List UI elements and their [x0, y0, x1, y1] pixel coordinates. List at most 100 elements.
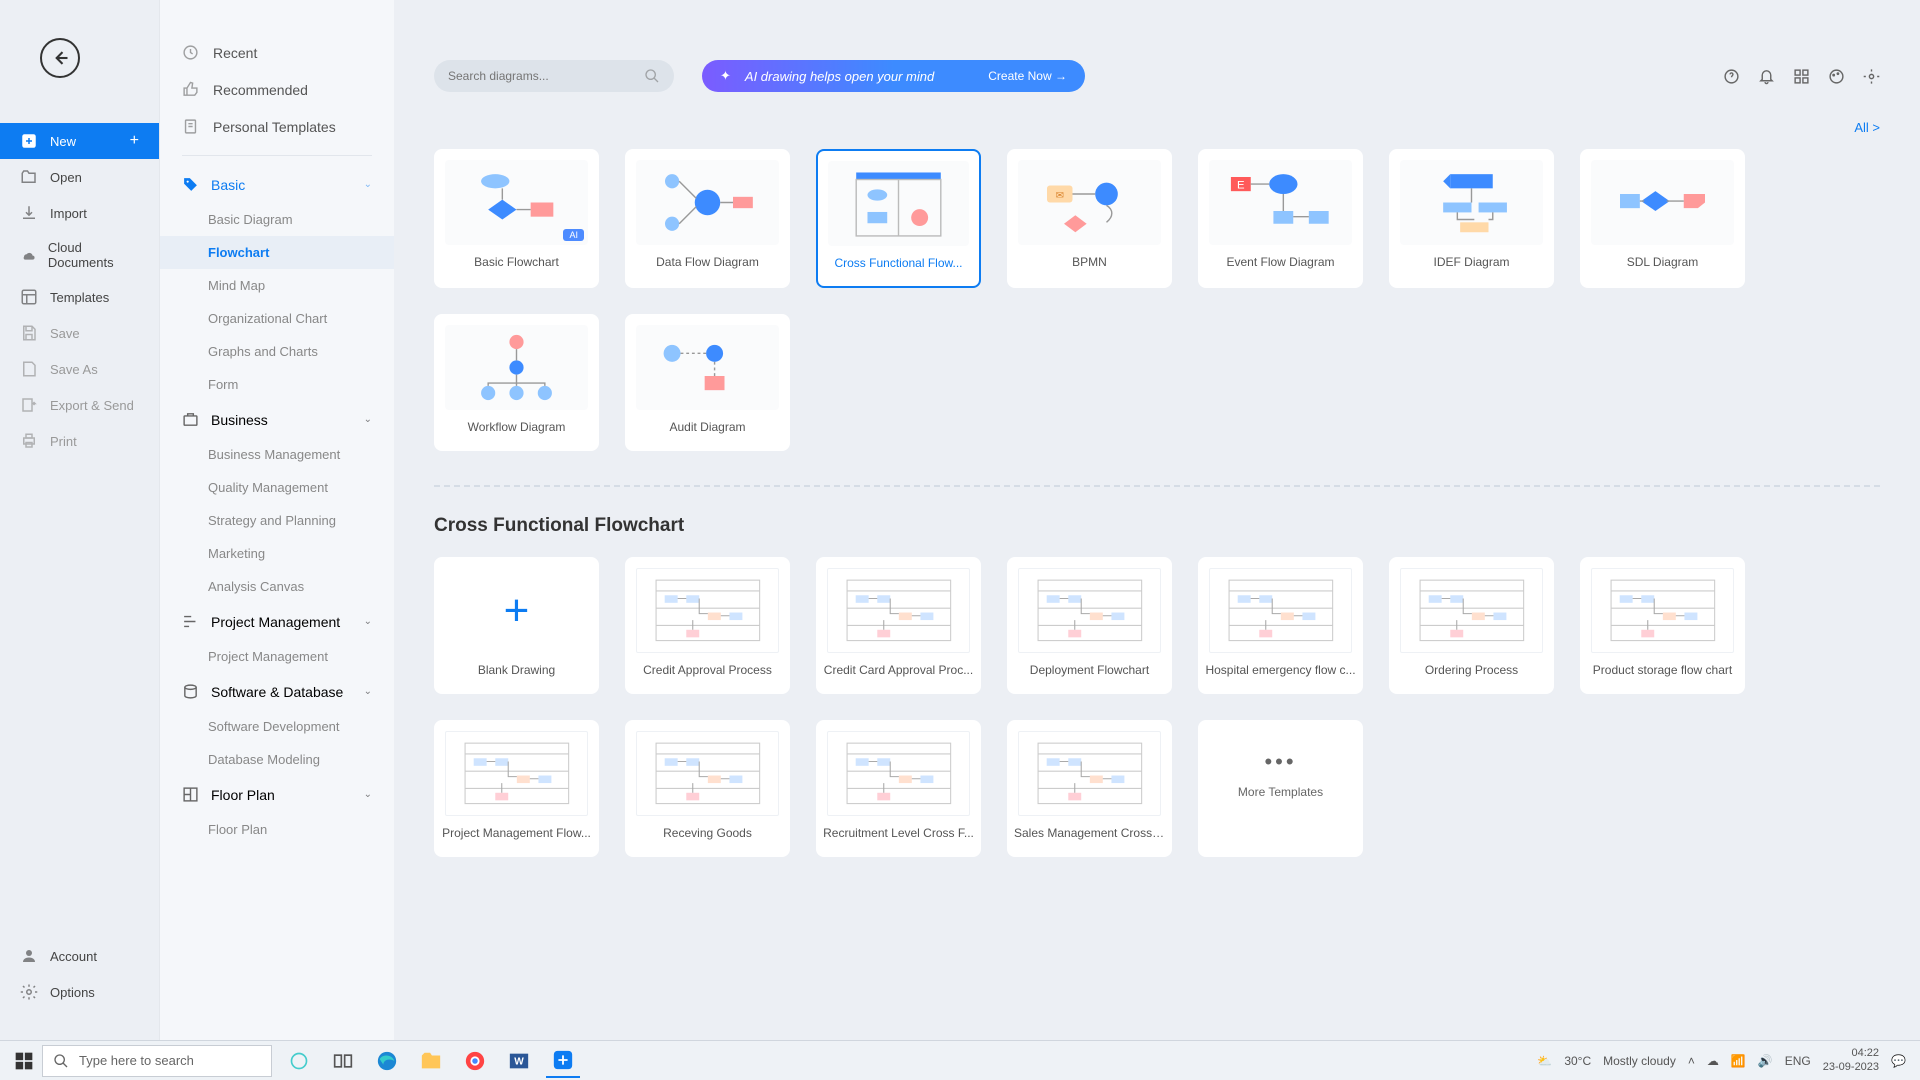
nav-options-label: Options: [50, 985, 95, 1000]
taskbar-app-explorer[interactable]: [414, 1044, 448, 1078]
more-templates-card[interactable]: •••More Templates: [1198, 720, 1363, 857]
thumbnail: [827, 731, 970, 816]
nav-options[interactable]: Options: [0, 974, 159, 1010]
sub-form[interactable]: Form: [160, 368, 394, 401]
cat-floor-label: Floor Plan: [211, 787, 275, 803]
sub-flowchart[interactable]: Flowchart: [160, 236, 394, 269]
sub-basic-diagram[interactable]: Basic Diagram: [160, 203, 394, 236]
cat-basic[interactable]: Basic ⌄: [160, 166, 394, 203]
taskbar-app-edge[interactable]: [370, 1044, 404, 1078]
template-card[interactable]: Receving Goods: [625, 720, 790, 857]
sub-swdev[interactable]: Software Development: [160, 710, 394, 743]
template-card[interactable]: Ordering Process: [1389, 557, 1554, 694]
cat-pm[interactable]: Project Management ⌄: [160, 603, 394, 640]
template-card[interactable]: Recruitment Level Cross F...: [816, 720, 981, 857]
sub-quality[interactable]: Quality Management: [160, 471, 394, 504]
nav-print-label: Print: [50, 434, 77, 449]
sub-marketing[interactable]: Marketing: [160, 537, 394, 570]
card-label: Workflow Diagram: [435, 420, 598, 434]
sub-db[interactable]: Database Modeling: [160, 743, 394, 776]
svg-text:✉: ✉: [1056, 190, 1064, 201]
diagram-type-card[interactable]: SDL Diagram: [1580, 149, 1745, 288]
diagram-type-card[interactable]: Workflow Diagram: [434, 314, 599, 451]
cat-recent[interactable]: Recent: [160, 34, 394, 71]
tray-notifications-icon[interactable]: 💬: [1891, 1054, 1906, 1068]
taskbar-app-edraw[interactable]: [546, 1044, 580, 1078]
tray-volume-icon[interactable]: 🔊: [1758, 1054, 1773, 1068]
main-content: ✦ AI drawing helps open your mind Create…: [394, 0, 1920, 1080]
card-label: Credit Approval Process: [626, 663, 789, 677]
nav-save[interactable]: Save: [0, 315, 159, 351]
cat-recommended[interactable]: Recommended: [160, 71, 394, 108]
nav-saveas[interactable]: Save As: [0, 351, 159, 387]
template-card[interactable]: Hospital emergency flow c...: [1198, 557, 1363, 694]
templates-icon: [20, 288, 38, 306]
nav-account[interactable]: Account: [0, 938, 159, 974]
search-box[interactable]: [434, 60, 674, 92]
taskbar-app-word[interactable]: W: [502, 1044, 536, 1078]
weather-icon[interactable]: ⛅: [1537, 1054, 1552, 1068]
taskbar-app-chrome[interactable]: [458, 1044, 492, 1078]
sub-org-chart[interactable]: Organizational Chart: [160, 302, 394, 335]
template-card[interactable]: Deployment Flowchart: [1007, 557, 1172, 694]
nav-cloud[interactable]: Cloud Documents: [0, 231, 159, 279]
cat-personal[interactable]: Personal Templates: [160, 108, 394, 145]
sub-pm[interactable]: Project Management: [160, 640, 394, 673]
palette-icon[interactable]: [1828, 68, 1845, 85]
nav-open[interactable]: Open: [0, 159, 159, 195]
floorplan-icon: [182, 786, 199, 803]
ai-banner[interactable]: ✦ AI drawing helps open your mind Create…: [702, 60, 1085, 92]
nav-templates[interactable]: Templates: [0, 279, 159, 315]
sub-analysis[interactable]: Analysis Canvas: [160, 570, 394, 603]
diagram-type-card[interactable]: Data Flow Diagram: [625, 149, 790, 288]
back-button[interactable]: [40, 38, 80, 78]
tray-onedrive-icon[interactable]: ☁: [1707, 1054, 1719, 1068]
all-link[interactable]: All >: [434, 120, 1880, 135]
thumbnail: [445, 325, 588, 410]
separator: [182, 155, 372, 156]
search-input[interactable]: [448, 69, 644, 83]
diagram-type-card[interactable]: Cross Functional Flow...: [816, 149, 981, 288]
nav-import[interactable]: Import: [0, 195, 159, 231]
blank-drawing-card[interactable]: +Blank Drawing: [434, 557, 599, 694]
taskbar-app-cortana[interactable]: [282, 1044, 316, 1078]
template-card[interactable]: Credit Approval Process: [625, 557, 790, 694]
start-button[interactable]: [14, 1051, 34, 1071]
nav-print[interactable]: Print: [0, 423, 159, 459]
template-card[interactable]: Project Management Flow...: [434, 720, 599, 857]
diagram-type-card[interactable]: Audit Diagram: [625, 314, 790, 451]
cat-floor[interactable]: Floor Plan ⌄: [160, 776, 394, 813]
top-bar: ✦ AI drawing helps open your mind Create…: [434, 60, 1880, 92]
settings-icon[interactable]: [1863, 68, 1880, 85]
sub-floor[interactable]: Floor Plan: [160, 813, 394, 846]
tray-chevron-icon[interactable]: ˄: [1688, 1054, 1695, 1068]
tray-language[interactable]: ENG: [1785, 1054, 1811, 1068]
sub-graphs[interactable]: Graphs and Charts: [160, 335, 394, 368]
bell-icon[interactable]: [1758, 68, 1775, 85]
template-card[interactable]: Credit Card Approval Proc...: [816, 557, 981, 694]
sub-mindmap[interactable]: Mind Map: [160, 269, 394, 302]
taskbar-search[interactable]: Type here to search: [42, 1045, 272, 1077]
plus-square-icon: [20, 132, 38, 150]
template-card[interactable]: Sales Management Crossf...: [1007, 720, 1172, 857]
diagram-type-card[interactable]: ✉BPMN: [1007, 149, 1172, 288]
diagram-type-card[interactable]: EEvent Flow Diagram: [1198, 149, 1363, 288]
taskbar-app-taskview[interactable]: [326, 1044, 360, 1078]
nav-new[interactable]: New +: [0, 123, 159, 159]
cat-business[interactable]: Business ⌄: [160, 401, 394, 438]
divider: [434, 485, 1880, 487]
template-card[interactable]: Product storage flow chart: [1580, 557, 1745, 694]
help-icon[interactable]: [1723, 68, 1740, 85]
grid-icon[interactable]: [1793, 68, 1810, 85]
windows-taskbar: Type here to search W ⛅ 30°C Mostly clou…: [0, 1040, 1920, 1080]
diagram-type-card[interactable]: AIBasic Flowchart: [434, 149, 599, 288]
cat-software[interactable]: Software & Database ⌄: [160, 673, 394, 710]
tray-wifi-icon[interactable]: 📶: [1731, 1054, 1746, 1068]
sub-strategy[interactable]: Strategy and Planning: [160, 504, 394, 537]
nav-save-label: Save: [50, 326, 80, 341]
nav-export[interactable]: Export & Send: [0, 387, 159, 423]
briefcase-icon: [182, 411, 199, 428]
diagram-type-card[interactable]: IDEF Diagram: [1389, 149, 1554, 288]
sub-biz-mgmt[interactable]: Business Management: [160, 438, 394, 471]
taskbar-clock[interactable]: 04:22 23-09-2023: [1823, 1047, 1879, 1073]
